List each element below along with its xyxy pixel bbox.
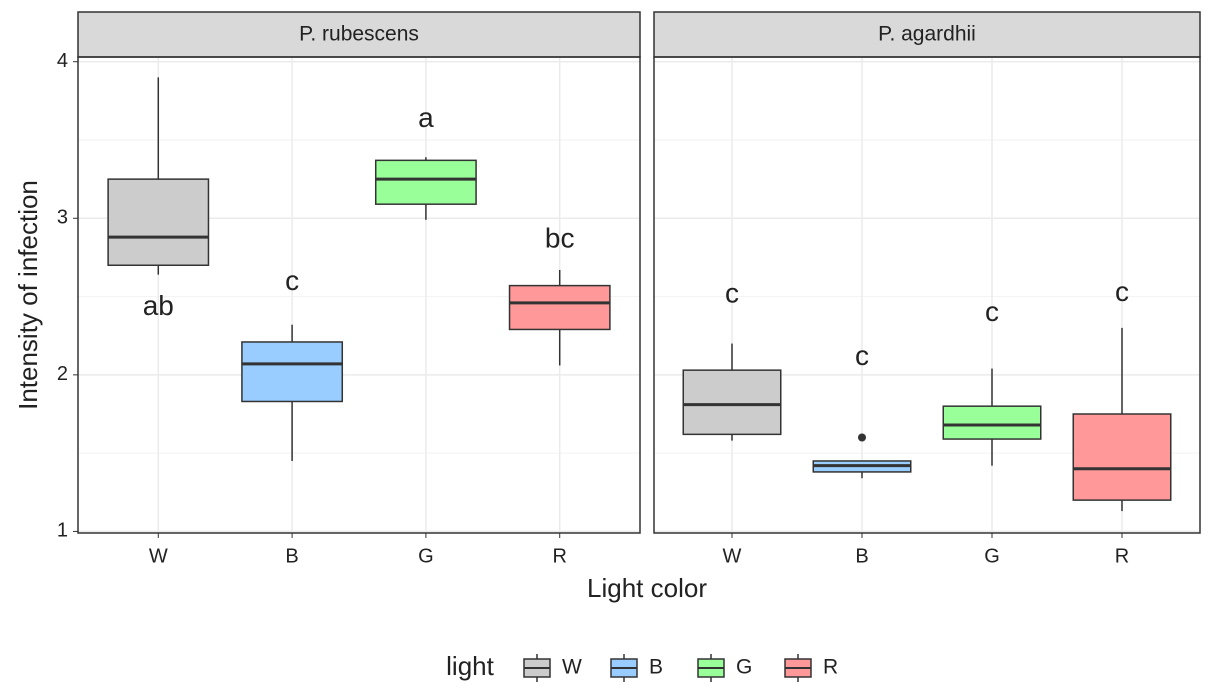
y-axis-title: Intensity of infection bbox=[13, 180, 43, 410]
box bbox=[241, 341, 344, 403]
legend-title: light bbox=[446, 651, 494, 681]
y-tick-label: 3 bbox=[57, 207, 68, 229]
strip-title: P. rubescens bbox=[299, 23, 419, 46]
x-tick-label: B bbox=[855, 545, 868, 567]
x-tick-label: R bbox=[1115, 545, 1129, 567]
x-tick-label: R bbox=[552, 545, 566, 567]
box bbox=[508, 284, 611, 331]
panel-border bbox=[77, 56, 641, 534]
x-tick-label: B bbox=[285, 545, 298, 567]
x-tick-label: W bbox=[149, 545, 168, 567]
box bbox=[682, 369, 782, 436]
y-tick-label: 1 bbox=[57, 520, 68, 542]
box bbox=[1072, 413, 1172, 501]
letter-label: c bbox=[285, 265, 299, 296]
x-tick-label: W bbox=[723, 545, 742, 567]
x-tick-label: G bbox=[418, 545, 434, 567]
legend-label: W bbox=[562, 656, 582, 679]
outlier bbox=[858, 433, 866, 442]
legend-label: R bbox=[823, 656, 838, 679]
x-tick-label: G bbox=[984, 545, 1000, 567]
letter-label: c bbox=[985, 296, 999, 327]
letter-label: c bbox=[855, 340, 869, 371]
legend-label: G bbox=[736, 656, 752, 679]
letter-label: c bbox=[1115, 276, 1129, 307]
x-axis-title: Light color bbox=[587, 573, 707, 603]
letter-label: c bbox=[725, 277, 739, 308]
box bbox=[107, 178, 210, 266]
legend-label: B bbox=[649, 656, 663, 679]
box bbox=[942, 405, 1042, 440]
strip-title: P. agardhii bbox=[878, 23, 976, 46]
strip bbox=[77, 11, 641, 58]
letter-label: a bbox=[418, 102, 434, 133]
y-tick-label: 2 bbox=[57, 363, 68, 385]
box bbox=[374, 159, 477, 205]
y-tick-label: 4 bbox=[57, 50, 68, 72]
strip bbox=[653, 11, 1201, 58]
panel-border bbox=[653, 56, 1201, 534]
letter-label: bc bbox=[545, 223, 575, 254]
letter-label: ab bbox=[143, 290, 174, 321]
